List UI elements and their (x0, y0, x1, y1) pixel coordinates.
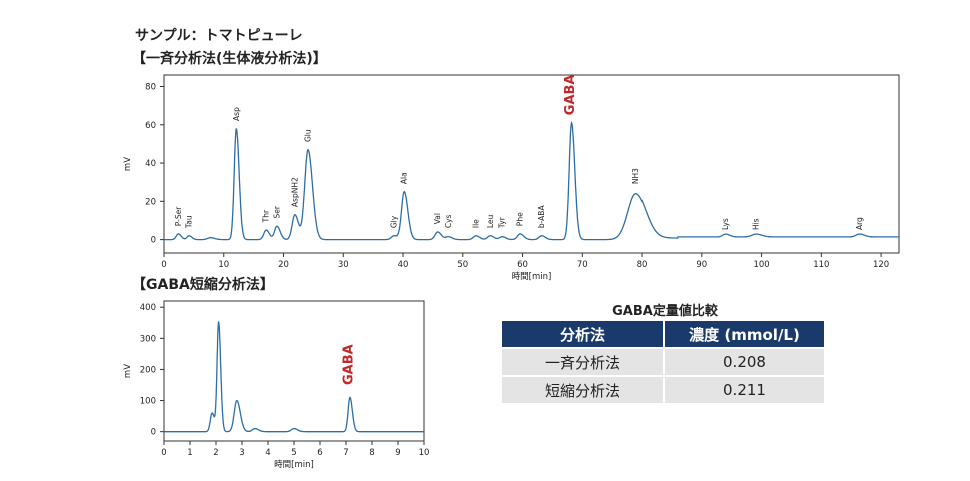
x-tick-label: 70 (577, 260, 588, 270)
y-tick-label: 0 (151, 236, 156, 246)
row-value: 0.211 (665, 375, 824, 403)
table-row: 一斉分析法 0.208 (502, 347, 824, 375)
y-tick-label: 80 (145, 82, 156, 92)
row-value: 0.208 (665, 347, 824, 375)
x-tick-label: 20 (278, 260, 289, 270)
x-tick-label: 80 (637, 260, 648, 270)
y-tick-label: 60 (145, 121, 156, 131)
peak-label: Ala (400, 172, 409, 184)
plot-frame (163, 300, 425, 442)
y-tick-label: 20 (145, 197, 156, 207)
row-method: 一斉分析法 (502, 347, 665, 375)
x-tick-label: 0 (161, 448, 166, 458)
plot-frame (163, 74, 900, 254)
y-tick-label: 300 (140, 334, 156, 344)
x-tick-label: 90 (696, 260, 707, 270)
x-tick-label: 10 (218, 260, 229, 270)
peak-label: Ile (471, 219, 480, 228)
header-method: 分析法 (502, 321, 665, 347)
y-tick-label: 400 (140, 303, 156, 313)
x-tick-label: 0 (161, 260, 166, 270)
peak-label: Arg (855, 217, 864, 230)
y-axis-label: mV (123, 364, 133, 378)
chromatogram-trace (164, 320, 424, 433)
y-tick-label: 200 (140, 365, 156, 375)
peak-label: NH3 (631, 168, 640, 184)
gaba-peak-label: GABA (341, 344, 356, 385)
row-method: 短縮分析法 (502, 375, 665, 403)
x-tick-label: 9 (395, 448, 400, 458)
x-tick-label: 8 (369, 448, 374, 458)
peak-label: AspNH2 (290, 177, 299, 207)
comparison-title: GABA定量値比較 (612, 304, 718, 319)
peak-label: His (752, 218, 761, 230)
peak-label: b-ABA (537, 205, 546, 229)
x-tick-label: 10 (419, 448, 430, 458)
y-tick-label: 0 (151, 428, 156, 438)
peak-label: Leu (486, 214, 495, 228)
x-axis-label: 時間[min] (512, 272, 552, 282)
table-row: 短縮分析法 0.211 (502, 375, 824, 403)
peak-label: Tau (185, 215, 194, 229)
x-tick-label: 50 (457, 260, 468, 270)
batch-method-heading: 【一斉分析法(生体液分析法)】 (132, 51, 327, 67)
peak-label: Glu (304, 129, 313, 142)
chromatogram-trace (164, 120, 899, 241)
x-tick-label: 6 (317, 448, 322, 458)
x-tick-label: 110 (813, 260, 829, 270)
x-tick-label: 120 (873, 260, 889, 270)
x-tick-label: 60 (517, 260, 528, 270)
peak-label: Lys (721, 218, 730, 230)
x-tick-label: 7 (343, 448, 348, 458)
y-tick-label: 40 (145, 159, 156, 169)
peak-label: Ser (272, 205, 281, 218)
short-method-heading: 【GABA短縮分析法】 (132, 277, 274, 293)
batch-chart: 0 10 20 30 40 50 60 70 80 90 100 110 120 0 20 40 60 80 時間[… (123, 74, 900, 282)
peak-label: Cys (444, 214, 453, 228)
peak-label: Gly (390, 215, 399, 228)
x-tick-label: 40 (398, 260, 409, 270)
comparison-table: 分析法 濃度 (mmol/L) 一斉分析法 0.208 短縮分析法 0.211 (502, 321, 824, 403)
x-tick-label: 1 (187, 448, 192, 458)
x-tick-label: 100 (753, 260, 769, 270)
x-tick-label: 3 (239, 448, 244, 458)
peak-label: Val (433, 213, 442, 224)
x-tick-label: 4 (265, 448, 270, 458)
peak-label: P-Ser (174, 206, 183, 226)
header-concentration: 濃度 (mmol/L) (665, 321, 824, 347)
x-tick-label: 5 (291, 448, 296, 458)
peak-label: Thr (262, 209, 271, 223)
x-tick-label: 2 (213, 448, 218, 458)
sample-heading: サンプル：トマトピューレ (135, 28, 303, 44)
comparison-header-row: 分析法 濃度 (mmol/L) (502, 321, 824, 347)
peak-label: Tyr (498, 216, 507, 229)
peak-label: Phe (516, 212, 525, 226)
gaba-peak-label: GABA (563, 74, 578, 115)
x-tick-label: 30 (338, 260, 349, 270)
y-axis-label: mV (123, 157, 133, 171)
peak-label: Asp (232, 107, 241, 121)
y-tick-label: 100 (140, 397, 156, 407)
x-axis-label: 時間[min] (274, 460, 314, 470)
